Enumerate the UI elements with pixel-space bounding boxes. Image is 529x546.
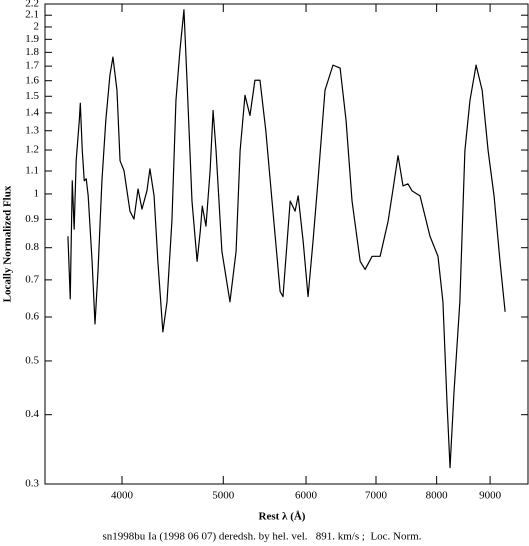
- y-tick-label: 0.9: [25, 213, 39, 225]
- spectrum-line: [67, 9, 506, 469]
- y-tick-label: 0.5: [25, 354, 39, 366]
- y-tick-label: 0.6: [25, 311, 39, 323]
- y-tick-label: 0.4: [25, 408, 39, 420]
- y-tick-label: 1.5: [25, 90, 39, 102]
- y-tick-label: 1: [34, 187, 40, 199]
- y-tick-label: 1.2: [25, 144, 39, 156]
- x-axis-title: Rest λ (Å): [259, 511, 306, 523]
- y-tick-label: 0.3: [25, 478, 39, 490]
- y-tick-label: 1.1: [25, 165, 39, 177]
- y-tick-label: 1.7: [25, 60, 39, 72]
- x-tick-label: 5000: [212, 490, 235, 502]
- x-tick-label: 6000: [295, 490, 318, 502]
- y-tick-label: 0.8: [25, 241, 39, 253]
- x-tick-label: 7000: [365, 490, 388, 502]
- plot-frame: [44, 3, 529, 485]
- y-tick-label: 1.3: [25, 124, 39, 136]
- y-tick-label: 1.6: [25, 74, 39, 86]
- y-tick-label: 2.2: [25, 0, 39, 10]
- y-tick-label: 1.8: [25, 46, 39, 58]
- y-tick-label: 2.1: [25, 9, 39, 21]
- y-axis-title: Locally Normalized Flux: [2, 185, 14, 302]
- y-tick-label: 0.7: [25, 273, 39, 285]
- x-tick-label: 8000: [426, 490, 449, 502]
- y-tick-label: 2: [34, 20, 40, 32]
- x-tick-label: 4000: [111, 490, 134, 502]
- y-tick-label: 1.4: [25, 106, 39, 118]
- y-tick-label: 1.9: [25, 33, 39, 45]
- caption: sn1998bu Ia (1998 06 07) deredsh. by hel…: [103, 531, 422, 543]
- x-tick-label: 9000: [479, 490, 502, 502]
